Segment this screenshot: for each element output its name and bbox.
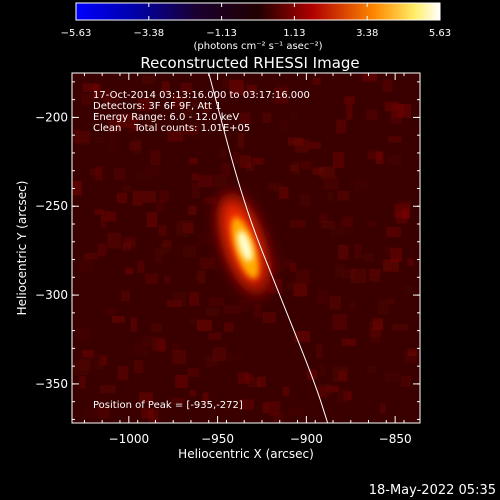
x-tick-label: −850 — [379, 432, 412, 446]
colorbar-ticks: −5.63 −3.38 −1.13 1.13 3.38 5.63 — [61, 3, 451, 39]
flare-source — [217, 192, 271, 296]
peak-position-label: Position of Peak = [-935,-272] — [93, 400, 243, 411]
axis-ticks: −1000 −950 −900 −850 −200 −250 −300 −350 — [35, 73, 420, 446]
heatmap-image — [72, 73, 420, 423]
y-tick-label: −350 — [35, 377, 68, 391]
colorbar-unit-label: (photons cm⁻² s⁻¹ asec⁻²) — [193, 41, 322, 52]
annotation-energy-range: Energy Range: 6.0 - 12.0 keV — [93, 112, 239, 123]
y-axis-label: Heliocentric Y (arcsec) — [15, 181, 29, 316]
annotation-detectors: Detectors: 3F 6F 9F, Att 1 — [93, 101, 221, 112]
x-tick-label: −1000 — [109, 432, 150, 446]
x-axis-label: Heliocentric X (arcsec) — [178, 447, 314, 461]
colorbar-tick-label: 1.13 — [283, 28, 305, 39]
colorbar-tick-label: 5.63 — [429, 28, 451, 39]
colorbar-tick-label: −5.63 — [61, 28, 92, 39]
footer-timestamp: 18-May-2022 05:35 — [369, 483, 496, 498]
x-tick-label: −900 — [290, 432, 323, 446]
y-tick-label: −200 — [35, 110, 68, 124]
colorbar-tick-label: −1.13 — [206, 28, 237, 39]
annotation-time-range: 17-Oct-2014 03:13:16.000 to 03:17:16.000 — [93, 90, 310, 101]
x-tick-label: −950 — [201, 432, 234, 446]
chart-title: Reconstructed RHESSI Image — [140, 54, 359, 72]
plot-frame — [71, 72, 421, 424]
colorbar-tick-label: −3.38 — [133, 28, 164, 39]
colorbar-tick-label: 3.38 — [356, 28, 378, 39]
y-tick-label: −300 — [35, 288, 68, 302]
solar-limb-curve — [208, 73, 329, 423]
colorbar — [75, 2, 441, 21]
y-tick-label: −250 — [35, 199, 68, 213]
annotation-clean-counts: Clean Total counts: 1.01E+05 — [93, 123, 250, 134]
